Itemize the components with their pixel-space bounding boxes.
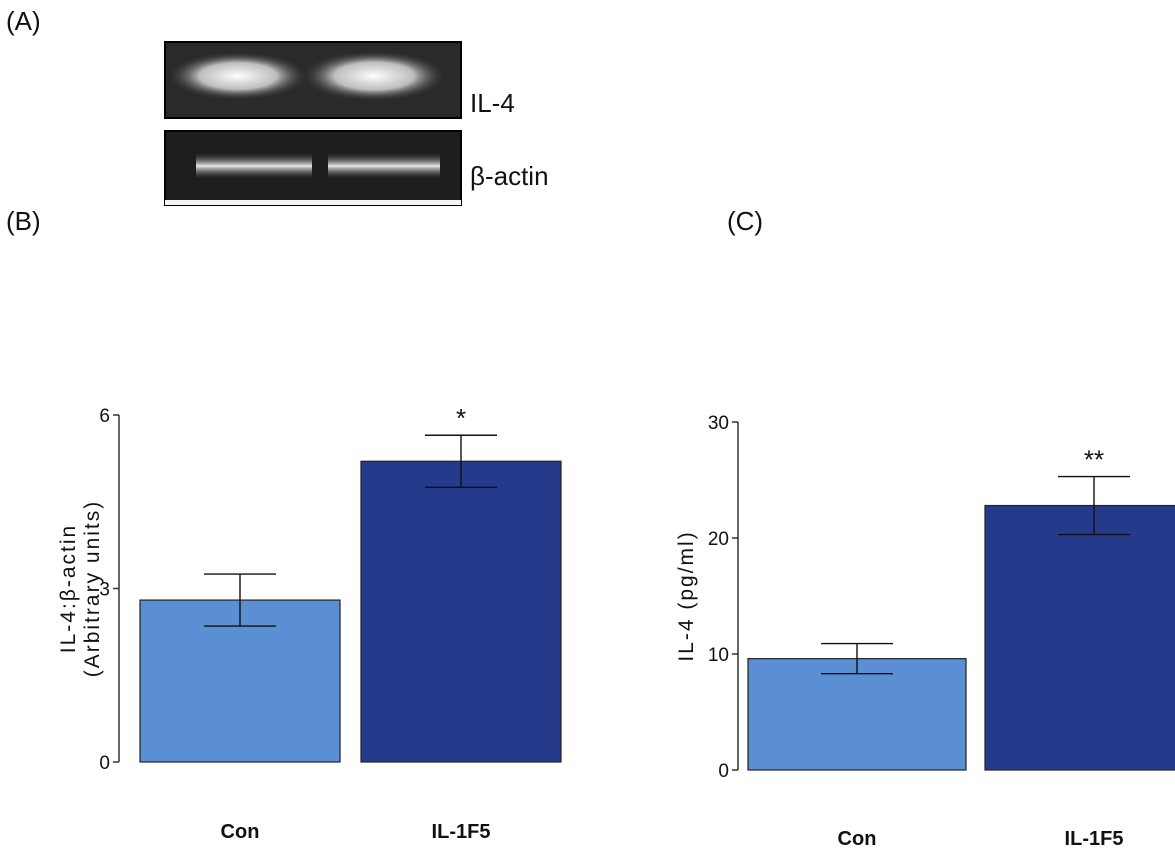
gel-il4 (164, 41, 462, 119)
y-tick-label: 0 (718, 761, 729, 782)
y-tick-label: 3 (99, 580, 110, 601)
y-tick-label: 30 (708, 413, 729, 434)
significance-label: * (456, 403, 466, 433)
y-tick-label: 0 (99, 753, 110, 774)
gel-actin (164, 130, 462, 206)
band-label-actin: β-actin (470, 161, 549, 191)
category-label: Con (221, 821, 260, 843)
panel-a-label: (A) (6, 6, 41, 36)
y-tick-label: 10 (708, 645, 729, 666)
band-label-il4: IL-4 (470, 88, 515, 118)
gel-actin-bottom-edge (165, 200, 461, 205)
category-label: Con (838, 828, 877, 850)
chart-c: 0 10 20 30 Con ** IL-1F5 IL-4 (pg/ml) (675, 413, 1175, 850)
category-label: IL-1F5 (1065, 828, 1124, 850)
significance-label: ** (1084, 445, 1104, 475)
y-tick-label: 20 (708, 529, 729, 550)
y-axis-title-line2: (Arbitrary units) (81, 500, 104, 678)
y-tick-label: 6 (99, 406, 110, 427)
category-label: IL-1F5 (432, 821, 491, 843)
gel-il4-band-il1f5 (302, 51, 446, 101)
gel-actin-band-il1f5 (328, 153, 440, 179)
gel-il4-band-con (168, 52, 308, 100)
panel-c-label: (C) (727, 206, 763, 236)
y-axis-title: IL-4 (pg/ml) (675, 530, 698, 661)
bar-con (747, 658, 967, 771)
gel-actin-band-con (196, 153, 312, 179)
bar-il-1f5 (360, 460, 562, 763)
bar-con (139, 599, 341, 763)
chart-b: 0 3 6 Con * IL-1F5 IL-4:β-actin (Arbitrary unit… (57, 403, 562, 843)
y-axis-title-line1: IL-4:β-actin (57, 524, 80, 653)
bar-il-1f5 (984, 504, 1175, 771)
panel-b-label: (B) (6, 206, 41, 236)
